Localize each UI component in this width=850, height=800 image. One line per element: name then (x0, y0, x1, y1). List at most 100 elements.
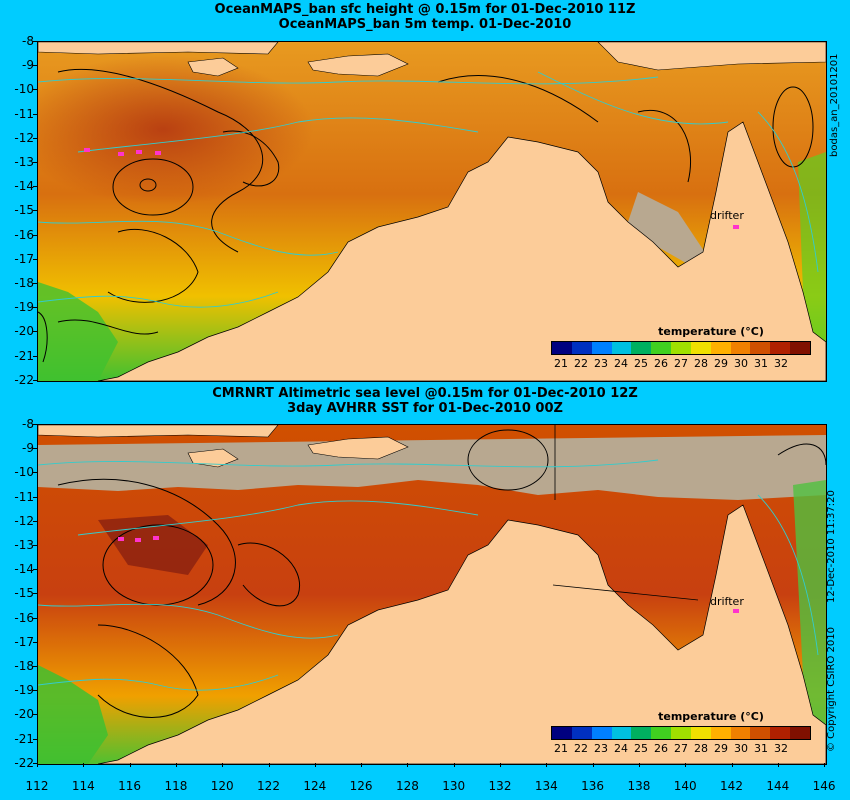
y-tick (33, 472, 37, 474)
colorbar-tick-label: 31 (754, 357, 768, 370)
x-tick-label: 134 (534, 779, 558, 793)
x-tick-label: 122 (257, 779, 280, 793)
top-title-line1: OceanMAPS_ban sfc height @ 0.15m for 01-… (214, 2, 636, 17)
colorbar-swatch (790, 727, 810, 739)
sumba-island (187, 57, 239, 77)
x-tick-label: 126 (349, 779, 373, 793)
top-side-label: bodas_an_20101201 (829, 53, 840, 157)
colorbar-swatch (651, 727, 672, 739)
colorbar-tick-label: 23 (594, 357, 608, 370)
drifter-label: drifter (710, 209, 744, 222)
y-tick (33, 307, 37, 309)
colorbar-tick-label: 28 (694, 357, 708, 370)
colorbar (551, 341, 811, 355)
colorbar-tick-label: 31 (754, 742, 768, 755)
drifter-marker (118, 152, 124, 156)
top-map-svg (38, 42, 826, 381)
y-tick-label: -19 (14, 300, 34, 315)
cool-coastal-water-sst (38, 665, 108, 764)
colorbar-swatch (790, 342, 810, 354)
y-tick (33, 617, 37, 619)
bottom-title-line2: 3day AVHRR SST for 01-Dec-2010 00Z (287, 401, 563, 416)
colorbar-ticks: 21 22 23 24 25 26 27 28 29 30 31 32 (551, 355, 811, 370)
copyright-label: © Copyright CSIRO 2010 (826, 627, 837, 752)
colorbar-swatch (571, 342, 592, 354)
colorbar-ticks: 21 22 23 24 25 26 27 28 29 30 31 32 (551, 740, 811, 755)
north-coast-east (597, 42, 826, 71)
colorbar-tick-label: 25 (634, 357, 648, 370)
y-tick-label: -20 (14, 707, 34, 722)
y-tick-label: -14 (14, 562, 34, 577)
ocean-area-sst (38, 425, 826, 764)
x-tick (731, 763, 733, 767)
y-tick-label: -9 (22, 58, 34, 73)
x-tick (824, 763, 826, 767)
y-tick (33, 520, 37, 522)
drifter-marker (153, 536, 159, 540)
y-tick (33, 714, 37, 716)
colorbar-tick-label: 26 (654, 357, 668, 370)
timor-island (307, 53, 409, 77)
cool-coastal-east-sst (793, 480, 826, 725)
y-tick-label: -17 (14, 251, 34, 266)
x-tick (83, 763, 85, 767)
y-tick (33, 690, 37, 692)
hot-spot (98, 515, 208, 575)
colorbar-swatch (730, 342, 751, 354)
cool-coastal-water (38, 282, 118, 381)
colorbar-tick-label: 32 (774, 357, 788, 370)
x-tick-label: 112 (25, 779, 49, 793)
australia-mainland-sst (97, 504, 826, 764)
x-tick-label: 144 (766, 779, 790, 793)
colorbar-swatch (631, 342, 652, 354)
colorbar-tick-label: 21 (554, 357, 568, 370)
x-tick-label: 116 (118, 779, 142, 793)
y-tick (33, 234, 37, 236)
colorbar (551, 726, 811, 740)
colorbar-swatch (730, 727, 751, 739)
y-tick (33, 162, 37, 163)
y-tick (33, 762, 37, 764)
y-tick-label: -8 (22, 417, 34, 431)
y-tick (33, 569, 37, 571)
y-tick (33, 496, 37, 498)
y-tick (33, 89, 37, 91)
colorbar-tick-label: 30 (734, 742, 748, 755)
x-tick (268, 763, 270, 767)
bottom-map-svg (38, 425, 826, 764)
colorbar-tick-label: 22 (574, 357, 588, 370)
drifter-marker (733, 609, 739, 613)
y-tick (33, 65, 37, 67)
x-tick-label: 142 (720, 779, 743, 793)
colorbar-tick-label: 24 (614, 357, 628, 370)
colorbar-swatch (631, 727, 652, 739)
y-tick (33, 331, 37, 333)
colorbar-tick-label: 21 (554, 742, 568, 755)
bottom-map-panel (37, 424, 827, 765)
colorbar-swatch (552, 727, 572, 739)
y-tick-label: -22 (14, 755, 34, 770)
x-tick (546, 763, 548, 767)
y-tick-label: -22 (14, 372, 34, 387)
y-tick-label: -8 (22, 34, 34, 48)
drifter-label: drifter (710, 595, 744, 608)
x-tick-label: 136 (581, 779, 605, 793)
colorbar-tick-label: 24 (614, 742, 628, 755)
colorbar-swatch (671, 342, 691, 354)
cloud-mask (38, 435, 826, 500)
bottom-colorbar-legend: temperature (°C) 21 22 23 24 25 26 27 28 29 30 31 3… (551, 710, 811, 755)
x-tick (129, 763, 131, 767)
y-tick-label: -9 (22, 441, 34, 456)
y-tick-label: -11 (14, 489, 34, 504)
top-map-panel (37, 41, 827, 382)
x-tick-label: 146 (812, 779, 836, 793)
colorbar-swatch (710, 727, 731, 739)
y-tick (33, 113, 37, 115)
y-tick-label: -19 (14, 683, 34, 698)
colorbar-swatch (770, 342, 791, 354)
top-title-line2: OceanMAPS_ban 5m temp. 01-Dec-2010 (278, 17, 572, 32)
x-tick (685, 763, 687, 767)
x-tick-label: 138 (627, 779, 651, 793)
y-tick-label: -15 (14, 586, 34, 601)
y-tick-label: -18 (14, 276, 34, 290)
